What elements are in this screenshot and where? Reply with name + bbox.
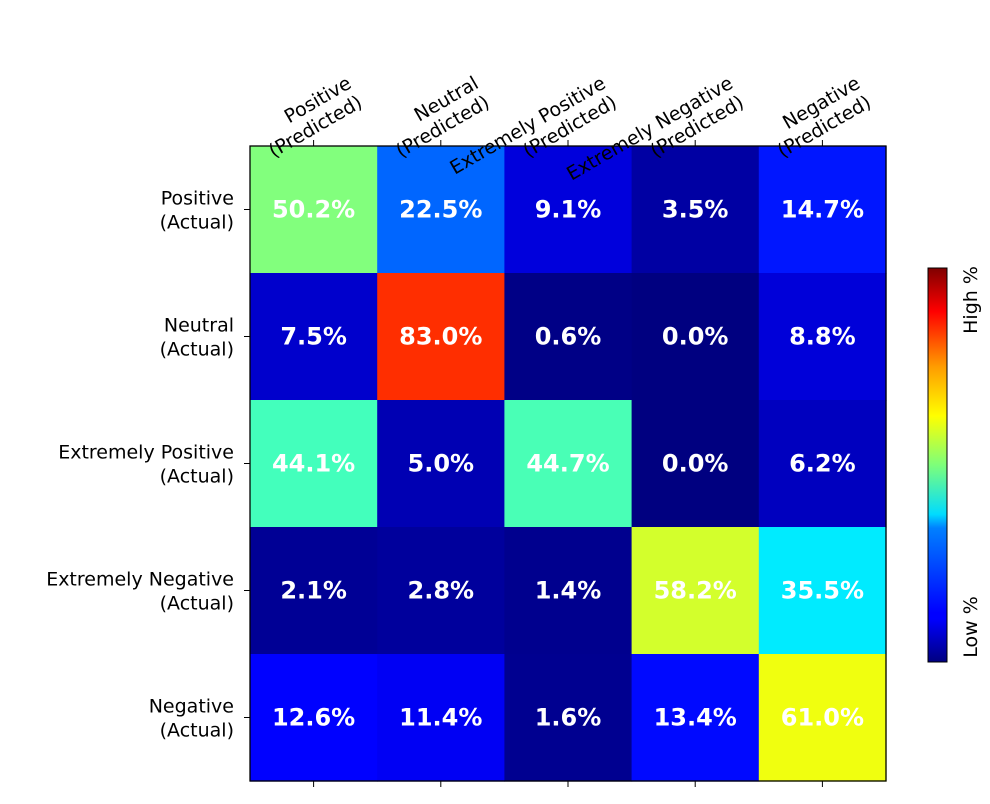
cell-value-label: 50.2% [272,196,355,224]
heatmap-cell [631,146,760,274]
cell-value-label: 44.1% [272,450,355,478]
heatmap-cell-labels: 50.2% 22.5% 9.1% 3.5% 14.7% 7.5% 83.0% 0.6% 0.0%… [272,196,864,732]
heatmap-cell [250,654,378,782]
row-tick-label: Extremely Negative (Actual) [46,569,234,615]
row-tick-label: Neutral (Actual) [160,315,234,361]
colorbar-low-label: Low % [960,596,982,658]
cell-value-label: 1.4% [535,577,602,605]
cell-value-label: 0.0% [662,450,729,478]
heatmap-cell [250,400,378,528]
colorbar: High % Low % [927,266,982,663]
heatmap-cell [250,146,378,274]
cell-value-label: 2.1% [280,577,347,605]
heatmap-cell [758,654,887,782]
cell-value-label: 83.0% [399,323,482,351]
heatmap-cell [377,527,505,655]
cell-value-label: 9.1% [535,196,602,224]
cell-value-label: 22.5% [399,196,482,224]
heatmap-cell [504,527,633,655]
cell-value-label: 0.0% [662,323,729,351]
cell-value-label: 0.6% [535,323,602,351]
cell-value-label: 11.4% [399,704,482,732]
cell-value-label: 7.5% [280,323,347,351]
heatmap-cell [504,654,633,782]
cell-value-label: 3.5% [662,196,729,224]
heatmap-cell [504,146,633,274]
heatmap-cell [250,527,378,655]
cell-value-label: 5.0% [408,450,475,478]
cell-value-label: 13.4% [654,704,737,732]
cell-value-label: 35.5% [781,577,864,605]
cell-value-label: 58.2% [654,577,737,605]
heatmap-cell [631,527,760,655]
row-tick-label: Extremely Positive (Actual) [58,442,234,488]
heatmap-cell [377,400,505,528]
cell-value-label: 14.7% [781,196,864,224]
heatmap-cell [504,273,633,401]
heatmap-cell [631,400,760,528]
heatmap-cell [758,146,887,274]
heatmap-cell [758,527,887,655]
heatmap-cell [377,654,505,782]
heatmap-cell [504,400,633,528]
heatmap-cell [250,273,378,401]
heatmap-cell [631,654,760,782]
heatmap-cell [631,273,760,401]
cell-value-label: 1.6% [535,704,602,732]
cell-value-label: 2.8% [408,577,475,605]
colorbar-high-label: High % [960,266,982,334]
row-tick-label: Positive (Actual) [160,188,234,234]
cell-value-label: 44.7% [526,450,609,478]
cell-value-label: 61.0% [781,704,864,732]
row-tick-label: Negative (Actual) [149,696,234,742]
heatmap-cell [758,400,887,528]
heatmap-cell [377,146,505,274]
cell-value-label: 8.8% [789,323,856,351]
heatmap-cell [377,273,505,401]
row-tick-labels: Positive (Actual) Neutral (Actual) Extremely… [46,188,250,742]
colorbar-gradient [927,267,948,663]
heatmap-cell [758,273,887,401]
heatmap-cells [250,146,887,782]
cell-value-label: 6.2% [789,450,856,478]
cell-value-label: 12.6% [272,704,355,732]
